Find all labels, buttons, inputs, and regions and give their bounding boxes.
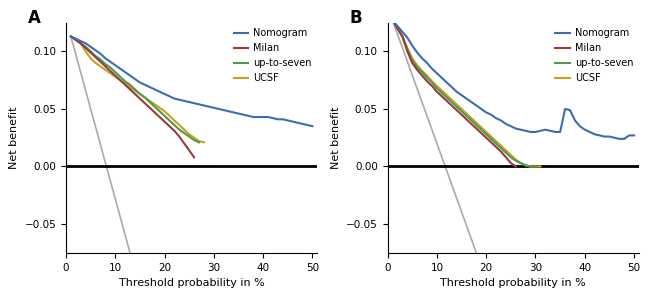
Text: A: A [28,9,41,27]
Text: B: B [350,9,363,27]
X-axis label: Threshold probability in %: Threshold probability in % [441,278,586,288]
X-axis label: Threshold probability in %: Threshold probability in % [119,278,265,288]
Y-axis label: Net benefit: Net benefit [331,106,341,169]
Y-axis label: Net benefit: Net benefit [9,106,19,169]
Legend: Nomogram, Milan, up-to-seven, UCSF: Nomogram, Milan, up-to-seven, UCSF [229,25,315,87]
Legend: Nomogram, Milan, up-to-seven, UCSF: Nomogram, Milan, up-to-seven, UCSF [551,25,637,87]
